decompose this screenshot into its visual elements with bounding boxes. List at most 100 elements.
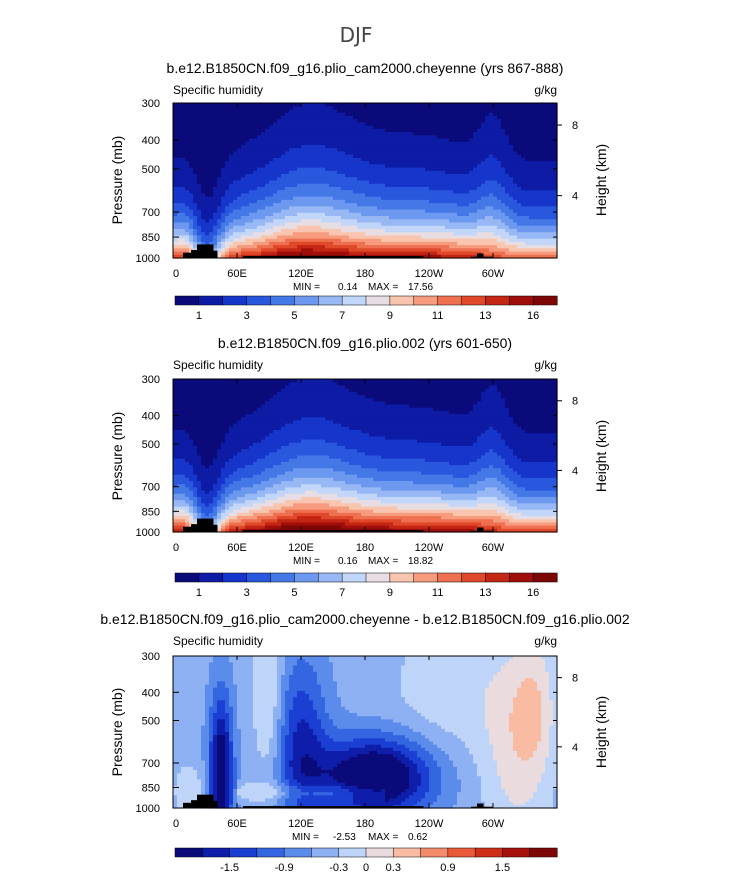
heatmap-cell (249, 186, 254, 191)
heatmap-cell (181, 474, 186, 479)
heatmap-cell (425, 177, 430, 182)
heatmap-cell (385, 222, 390, 227)
heatmap-cell (257, 106, 262, 111)
heatmap-cell (317, 238, 322, 243)
heatmap-cell (385, 190, 390, 195)
heatmap-cell (549, 132, 554, 136)
heatmap-cell (233, 238, 238, 243)
heatmap-cell (177, 417, 182, 422)
heatmap-cell (517, 128, 522, 133)
heatmap-cell (553, 222, 558, 227)
heatmap-cell (273, 212, 278, 217)
heatmap-cell (353, 186, 358, 191)
heatmap-cell (405, 151, 410, 156)
heatmap-cell (441, 135, 446, 140)
heatmap-cell (457, 199, 462, 204)
heatmap-cell (297, 151, 302, 156)
heatmap-cell (241, 241, 246, 246)
heatmap-cell (181, 436, 186, 441)
heatmap-cell (461, 125, 466, 130)
land-column (205, 244, 208, 258)
heatmap-cell (297, 193, 302, 198)
heatmap-cell (341, 251, 346, 256)
heatmap-cell (209, 122, 214, 127)
heatmap-cell (177, 445, 182, 450)
heatmap-cell (505, 183, 510, 188)
heatmap-cell (233, 199, 238, 204)
heatmap-cell (553, 119, 558, 123)
heatmap-cell (429, 109, 434, 114)
heatmap-cell (261, 245, 266, 249)
heatmap-cell (333, 235, 338, 240)
heatmap-cell (185, 235, 190, 240)
heatmap-cell (177, 199, 182, 204)
heatmap-cell (513, 177, 518, 182)
heatmap-cell (525, 186, 530, 191)
heatmap-cell (473, 212, 478, 217)
heatmap-cell (513, 228, 518, 233)
heatmap-cell (509, 135, 514, 140)
heatmap-cell (413, 248, 418, 253)
heatmap-cell (417, 164, 422, 169)
heatmap-cell (177, 251, 182, 256)
heatmap-cell (209, 219, 214, 224)
heatmap-cell (321, 138, 326, 143)
heatmap-cell (185, 487, 190, 492)
heatmap-cell (349, 112, 354, 117)
heatmap-cell (405, 170, 410, 175)
heatmap-cell (333, 212, 338, 217)
heatmap-cell (173, 216, 178, 220)
heatmap-cell (493, 180, 498, 185)
heatmap-cell (397, 122, 402, 127)
heatmap-cell (241, 109, 246, 114)
heatmap-cell (389, 119, 394, 123)
heatmap-cell (237, 238, 242, 243)
heatmap-cell (221, 122, 226, 127)
heatmap-cell (321, 144, 326, 149)
heatmap-cell (329, 109, 334, 114)
heatmap-cell (173, 225, 178, 230)
heatmap-cell (361, 132, 366, 136)
heatmap-cell (325, 144, 330, 149)
heatmap-cell (341, 112, 346, 117)
heatmap-cell (177, 519, 182, 524)
heatmap-cell (425, 148, 430, 153)
heatmap-cell (485, 138, 490, 143)
heatmap-cell (201, 112, 206, 117)
heatmap-cell (281, 248, 286, 253)
heatmap-cell (345, 119, 350, 123)
heatmap-cell (277, 161, 282, 165)
heatmap-cell (441, 203, 446, 207)
heatmap-cell (313, 138, 318, 143)
heatmap-cell (421, 128, 426, 133)
heatmap-cell (173, 525, 178, 530)
heatmap-cell (245, 235, 250, 240)
heatmap-cell (377, 203, 382, 207)
heatmap-cell (229, 151, 234, 156)
heatmap-cell (417, 138, 422, 143)
heatmap-cell (273, 115, 278, 120)
heatmap-cell (421, 241, 426, 246)
heatmap-cell (509, 216, 514, 220)
heatmap-cell (353, 212, 358, 217)
heatmap-cell (305, 196, 310, 201)
heatmap-cell (453, 128, 458, 133)
heatmap-cell (425, 245, 430, 249)
heatmap-cell (321, 154, 326, 159)
heatmap-cell (549, 235, 554, 240)
heatmap-cell (217, 141, 222, 146)
heatmap-cell (173, 157, 178, 162)
heatmap-cell (181, 216, 186, 220)
heatmap-cell (205, 199, 210, 204)
heatmap-cell (437, 238, 442, 243)
heatmap-cell (317, 128, 322, 133)
heatmap-cell (381, 128, 386, 133)
heatmap-cell (421, 199, 426, 204)
heatmap-cell (345, 186, 350, 191)
heatmap-cell (365, 109, 370, 114)
land-column (265, 256, 268, 258)
heatmap-cell (329, 164, 334, 169)
heatmap-cell (513, 193, 518, 198)
heatmap-cell (417, 241, 422, 246)
heatmap-cell (249, 241, 254, 246)
